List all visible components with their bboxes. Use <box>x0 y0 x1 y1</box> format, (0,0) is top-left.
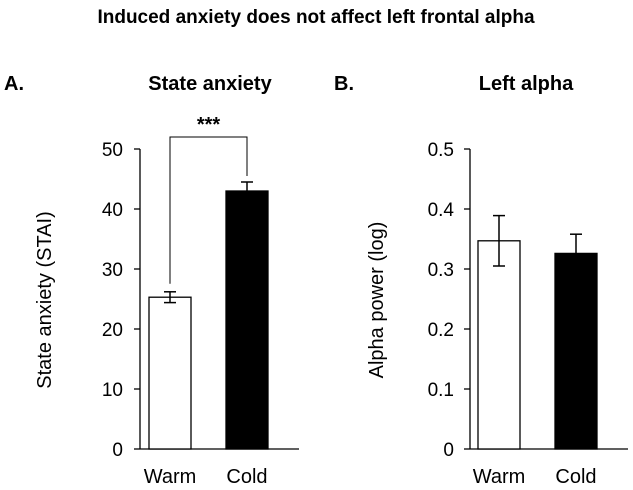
panel-a-y-tick-label: 50 <box>102 140 123 161</box>
panel-a-significance-bracket <box>169 136 248 284</box>
panel-a-y-tick-label: 10 <box>102 380 123 401</box>
panel-a-category-label-cold: Cold <box>226 466 267 488</box>
panel-a-bar-warm <box>148 296 192 450</box>
panel-a-y-tick-label: 20 <box>102 320 123 341</box>
panel-b-title: Left alpha <box>479 73 574 95</box>
panel-b-y-tick-label: 0.3 <box>428 260 454 281</box>
panel-b-y-tick-label: 0.1 <box>428 380 454 401</box>
panel-a-y-tick-label: 30 <box>102 260 123 281</box>
panel-b-y-tick-label: 0 <box>443 440 454 461</box>
panel-a-bar-cold <box>225 190 269 450</box>
panel-b-y-tick-label: 0.4 <box>428 200 455 221</box>
panel-a-y-tick-label: 40 <box>102 200 123 221</box>
panel-b-category-label-warm: Warm <box>473 466 526 488</box>
panel-b-y-tick-label: 0.5 <box>428 140 454 161</box>
panel-a-category-label-warm: Warm <box>144 466 197 488</box>
panel-b-bar-warm <box>477 240 521 450</box>
panel-a: A. State anxiety State anxiety (STAI) 0 1… <box>4 73 299 488</box>
panel-b: B. Left alpha Alpha power (log) 0 0.1 0.2 0… <box>334 73 628 488</box>
panel-a-label: A. <box>4 73 24 95</box>
panel-a-significance-label: *** <box>197 114 221 136</box>
panel-b-y-axis-label: Alpha power (log) <box>366 222 388 379</box>
panel-a-y-axis-label: State anxiety (STAI) <box>34 211 56 388</box>
panel-b-category-label-cold: Cold <box>555 466 596 488</box>
panel-a-title: State anxiety <box>148 73 272 95</box>
panel-b-y-tick-label: 0.2 <box>428 320 454 341</box>
panel-b-bar-cold <box>554 252 598 450</box>
figure-title: Induced anxiety does not affect left fro… <box>97 7 534 28</box>
panel-b-label: B. <box>334 73 354 95</box>
panel-a-y-tick-label: 0 <box>112 440 123 461</box>
